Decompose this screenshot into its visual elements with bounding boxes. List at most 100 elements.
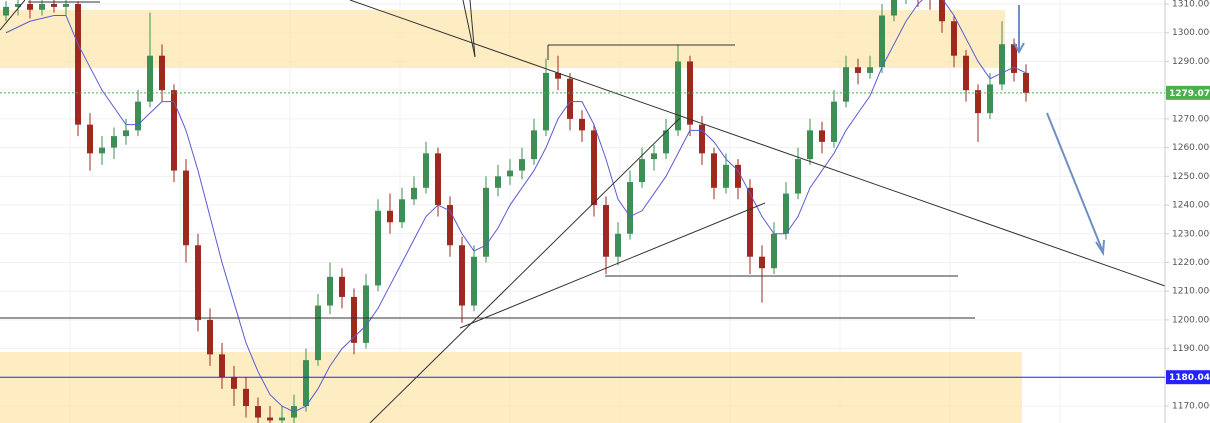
trendline <box>459 202 766 329</box>
y-tick-label: 1190.000 <box>1172 344 1210 354</box>
candle-body <box>531 130 537 160</box>
y-tick-label: 1290.000 <box>1172 57 1210 67</box>
candle-body <box>783 193 789 234</box>
candle-body <box>507 170 513 177</box>
candle-body <box>111 136 117 148</box>
candle-body <box>87 124 93 154</box>
candle-body <box>327 276 333 306</box>
candle-body <box>771 233 777 269</box>
candle-body <box>183 170 189 246</box>
price-tag <box>1166 85 1210 100</box>
arrow-head <box>1095 239 1105 257</box>
trendline <box>349 0 1166 287</box>
candle-body <box>711 153 717 188</box>
candle-body <box>759 256 765 269</box>
price-axis <box>1165 0 1210 423</box>
candle-body <box>963 55 969 91</box>
price-tag-label: 1180.049 <box>1169 373 1210 383</box>
candle-body <box>615 233 621 257</box>
candle-body <box>51 4 57 7</box>
candle-body <box>555 72 561 79</box>
candle-body <box>75 4 81 125</box>
candle-body <box>519 159 525 171</box>
candle-body <box>435 153 441 206</box>
candle-body <box>1023 72 1029 93</box>
candle-body <box>939 0 945 22</box>
candle-body <box>663 130 669 154</box>
candle-body <box>651 153 657 160</box>
y-tick-label: 1310.000 <box>1172 0 1210 10</box>
candle-body <box>39 4 45 10</box>
candle-body <box>951 21 957 56</box>
candle-body <box>723 164 729 188</box>
candle-body <box>3 6 9 16</box>
candle-body <box>447 205 453 246</box>
candle-body <box>819 130 825 142</box>
candle-body <box>243 388 249 407</box>
trendline <box>469 0 476 58</box>
demand-zone <box>0 352 1022 423</box>
arrow <box>1046 112 1104 253</box>
candle-body <box>279 417 285 421</box>
y-tick-label: 1200.000 <box>1172 315 1210 325</box>
candle-body <box>987 84 993 114</box>
price-axis-labels: 1170.0001180.0001190.0001200.0001210.000… <box>1165 0 1210 412</box>
candle-body <box>159 55 165 91</box>
candle-body <box>363 285 369 343</box>
candle-body <box>471 256 477 306</box>
candle-body <box>735 164 741 188</box>
candle-body <box>423 153 429 188</box>
candle-body <box>147 55 153 102</box>
candle-body <box>567 78 573 119</box>
candle-body <box>27 4 33 10</box>
candle-body <box>123 130 129 137</box>
trendline <box>369 117 681 423</box>
arrows <box>1013 5 1105 257</box>
candle-body <box>99 147 105 154</box>
candle-body <box>135 101 141 131</box>
candle-body <box>63 4 69 7</box>
y-tick-label: 1250.000 <box>1172 172 1210 182</box>
candle-body <box>891 0 897 16</box>
candle-body <box>375 210 381 286</box>
y-tick-label: 1300.000 <box>1172 28 1210 38</box>
candle-body <box>255 406 261 418</box>
candle-body <box>387 210 393 223</box>
candle-body <box>495 176 501 188</box>
candle-body <box>351 296 357 343</box>
y-tick-label: 1210.000 <box>1172 287 1210 297</box>
candle-body <box>303 360 309 407</box>
candle-body <box>591 130 597 206</box>
candle-body <box>699 124 705 154</box>
candle-body <box>315 305 321 361</box>
candle-body <box>459 245 465 306</box>
y-tick-label: 1260.000 <box>1172 143 1210 153</box>
candle-body <box>843 67 849 102</box>
candle-body <box>879 15 885 68</box>
candle-body <box>219 354 225 378</box>
candle-body <box>747 187 753 257</box>
candle-body <box>579 118 585 131</box>
trendline <box>0 0 26 31</box>
price-tag-label: 1279.074 <box>1169 89 1210 99</box>
candle-body <box>267 417 273 421</box>
drawings <box>0 0 1166 423</box>
candle-body <box>999 44 1005 85</box>
candle-body <box>399 199 405 223</box>
candle-body <box>231 377 237 389</box>
moving-average <box>5 0 1027 413</box>
candle-body <box>411 187 417 200</box>
candle-body <box>627 182 633 234</box>
y-tick-label: 1270.000 <box>1172 114 1210 124</box>
candle-body <box>339 276 345 297</box>
candle-body <box>795 159 801 194</box>
candle-body <box>831 101 837 142</box>
supply-zone <box>0 10 1005 68</box>
candle-body <box>483 187 489 257</box>
candle-body <box>1011 44 1017 73</box>
trendline <box>462 0 476 58</box>
candle-body <box>639 159 645 183</box>
candle-body <box>15 4 21 7</box>
y-tick-label: 1170.000 <box>1172 402 1210 412</box>
